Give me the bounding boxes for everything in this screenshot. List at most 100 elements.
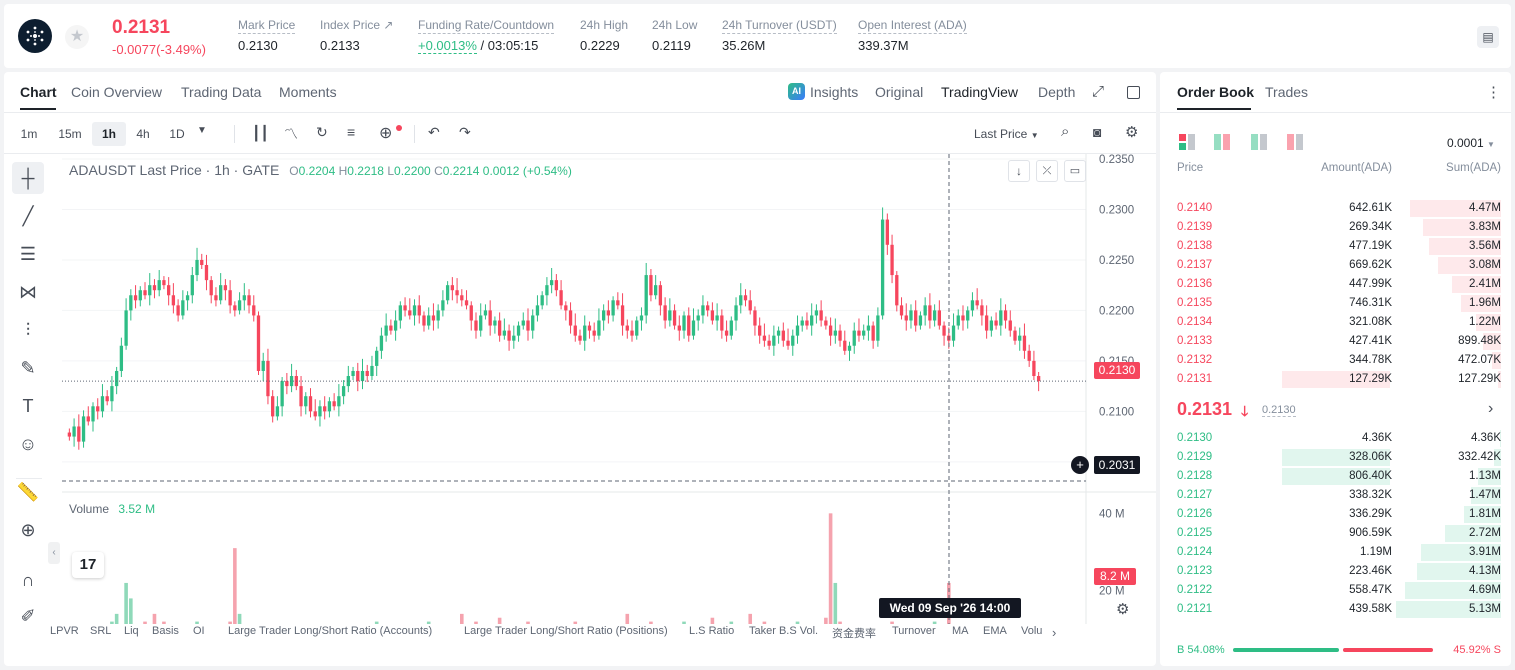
add-alert-icon[interactable]: ⊕ bbox=[379, 125, 393, 142]
view-insights[interactable]: Insights bbox=[810, 84, 859, 100]
trendline-tool-icon[interactable]: ╱ bbox=[22, 205, 34, 226]
magnet-tool-icon[interactable]: ∩ bbox=[21, 569, 35, 590]
indicator-lt-positions[interactable]: Large Trader Long/Short Ratio (Positions… bbox=[464, 625, 668, 637]
layout-both-icon[interactable] bbox=[1179, 134, 1195, 150]
bid-row[interactable]: 0.2125 906.59K 2.72M bbox=[1160, 524, 1511, 543]
timeframe-1h[interactable]: 1h bbox=[92, 122, 126, 146]
buy-label: B bbox=[1177, 644, 1185, 656]
ask-row[interactable]: 0.2137 669.62K 3.08M bbox=[1160, 256, 1511, 275]
collapse-icon[interactable]: ⤫ bbox=[1036, 160, 1058, 182]
window-icon[interactable] bbox=[1127, 86, 1140, 99]
bid-row[interactable]: 0.2126 336.29K 1.81M bbox=[1160, 505, 1511, 524]
indicator-taker-vol[interactable]: Taker B.S Vol. bbox=[749, 625, 819, 637]
timeframe-1m[interactable]: 1m bbox=[20, 127, 38, 141]
candle-body bbox=[568, 310, 573, 326]
tab-coin-overview[interactable]: Coin Overview bbox=[71, 84, 163, 100]
crosshair-tool-icon[interactable]: ┼ bbox=[12, 162, 44, 194]
indicator-basis[interactable]: Basis bbox=[152, 625, 179, 637]
tab-chart[interactable]: Chart bbox=[20, 84, 57, 100]
bid-row[interactable]: 0.2122 558.47K 4.69M bbox=[1160, 581, 1511, 600]
crosshair-add-icon[interactable]: + bbox=[1071, 456, 1089, 474]
chevron-right-icon[interactable]: › bbox=[1052, 625, 1057, 640]
ask-row[interactable]: 0.2136 447.99K 2.41M bbox=[1160, 275, 1511, 294]
candle-body bbox=[838, 330, 842, 341]
ruler-tool-icon[interactable]: 📏 bbox=[16, 481, 40, 502]
more-icon[interactable]: ⋮ bbox=[1486, 84, 1501, 101]
timeframe-15m[interactable]: 15m bbox=[58, 127, 82, 141]
pencil-lock-icon[interactable]: ✐ bbox=[20, 605, 36, 626]
indicator-turnover[interactable]: Turnover bbox=[892, 625, 936, 637]
gear-icon[interactable]: ⚙ bbox=[1125, 124, 1139, 141]
ask-row[interactable]: 0.2135 746.31K 1.96M bbox=[1160, 294, 1511, 313]
zoom-tool-icon[interactable]: ⊕ bbox=[20, 519, 36, 540]
ob-tabs-divider bbox=[1160, 112, 1511, 113]
ask-row[interactable]: 0.2134 321.08K 1.22M bbox=[1160, 313, 1511, 332]
timeframe-4h[interactable]: 4h bbox=[136, 127, 150, 141]
indicators-icon[interactable]: 〽 bbox=[284, 126, 298, 142]
indicator-funding-rate[interactable]: 资金费率 bbox=[832, 628, 876, 640]
ask-row[interactable]: 0.2139 269.34K 3.83M bbox=[1160, 218, 1511, 237]
tab-order-book[interactable]: Order Book bbox=[1177, 84, 1255, 100]
ask-row[interactable]: 0.2133 427.41K 899.48K bbox=[1160, 332, 1511, 351]
favorite-star-icon[interactable]: ★ bbox=[65, 25, 89, 49]
indicator-ema[interactable]: EMA bbox=[983, 625, 1007, 637]
timeframe-1d[interactable]: 1D bbox=[169, 127, 185, 141]
candle-body bbox=[559, 290, 563, 306]
tab-trading-data[interactable]: Trading Data bbox=[181, 84, 262, 100]
bid-row[interactable]: 0.2123 223.46K 4.13M bbox=[1160, 562, 1511, 581]
collapse-toolbar-icon[interactable]: ‹ bbox=[48, 542, 60, 564]
scroll-down-icon[interactable]: ↓ bbox=[1008, 160, 1030, 182]
expand-icon[interactable]: ⤢ bbox=[1092, 83, 1105, 100]
maximize-pane-icon[interactable]: ▭ bbox=[1064, 160, 1086, 182]
layout-bids-icon[interactable] bbox=[1251, 134, 1267, 150]
fib-tool-icon[interactable]: ⫶ bbox=[25, 319, 31, 340]
templates-icon[interactable]: ≡ bbox=[347, 124, 356, 140]
camera-icon[interactable]: ◙ bbox=[1093, 124, 1102, 140]
ask-row[interactable]: 0.2140 642.61K 4.47M bbox=[1160, 199, 1511, 218]
ask-row[interactable]: 0.2131 127.29K 127.29K bbox=[1160, 370, 1511, 389]
bid-row[interactable]: 0.2121 439.58K 5.13M bbox=[1160, 600, 1511, 619]
indicator-ma[interactable]: MA bbox=[952, 625, 969, 637]
view-original[interactable]: Original bbox=[875, 84, 924, 100]
price-chart[interactable]: 0.23500.23000.22500.22000.21500.21000.20… bbox=[4, 154, 1156, 624]
candle-body bbox=[356, 370, 360, 382]
chart-settings-icon[interactable]: ⚙ bbox=[1116, 601, 1130, 618]
emoji-tool-icon[interactable]: ☺ bbox=[18, 433, 38, 454]
bid-row[interactable]: 0.2129 328.06K 332.42K bbox=[1160, 448, 1511, 467]
layout-split-icon[interactable] bbox=[1214, 134, 1230, 150]
ask-row[interactable]: 0.2138 477.19K 3.56M bbox=[1160, 237, 1511, 256]
bid-row[interactable]: 0.2128 806.40K 1.13M bbox=[1160, 467, 1511, 486]
precision-select[interactable]: 0.0001 ▼ bbox=[1447, 136, 1495, 150]
indicator-liq[interactable]: Liq bbox=[124, 625, 139, 637]
indicator-lpvr[interactable]: LPVR bbox=[50, 625, 79, 637]
ask-row[interactable]: 0.2132 344.78K 472.07K bbox=[1160, 351, 1511, 370]
price-type-select[interactable]: Last Price ▼ bbox=[974, 127, 1039, 141]
indicator-volume[interactable]: Volu bbox=[1021, 625, 1043, 637]
indicator-srl[interactable]: SRL bbox=[90, 625, 112, 637]
timeframe-dropdown-icon[interactable]: ▼ bbox=[197, 125, 207, 136]
tab-moments[interactable]: Moments bbox=[279, 84, 337, 100]
indicator-oi[interactable]: OI bbox=[193, 625, 205, 637]
text-tool-icon[interactable]: T bbox=[22, 395, 34, 416]
layout-asks-icon[interactable] bbox=[1287, 134, 1303, 150]
indicator-ls-ratio[interactable]: L.S Ratio bbox=[689, 625, 735, 637]
undo-icon[interactable]: ↶ bbox=[428, 124, 440, 140]
search-icon[interactable]: ⌕ bbox=[1061, 123, 1070, 140]
redo-icon[interactable]: ↷ bbox=[459, 124, 471, 140]
replay-icon[interactable]: ↻ bbox=[316, 124, 328, 140]
candle-type-icon[interactable]: ┃┃ bbox=[252, 125, 269, 141]
tab-trades[interactable]: Trades bbox=[1265, 84, 1309, 100]
pattern-tool-icon[interactable]: ⋈ bbox=[19, 281, 37, 302]
stat-index-price[interactable]: Index Price ↗ 0.2133 bbox=[320, 18, 393, 53]
chevron-right-icon[interactable]: › bbox=[1488, 400, 1494, 417]
book-icon[interactable]: ▤ bbox=[1477, 26, 1499, 48]
candle-body bbox=[271, 396, 275, 417]
channel-tool-icon[interactable]: ☰ bbox=[19, 243, 37, 264]
view-depth[interactable]: Depth bbox=[1038, 84, 1076, 100]
bid-row[interactable]: 0.2127 338.32K 1.47M bbox=[1160, 486, 1511, 505]
indicator-lt-accounts[interactable]: Large Trader Long/Short Ratio (Accounts) bbox=[228, 625, 433, 637]
bid-row[interactable]: 0.2124 1.19M 3.91M bbox=[1160, 543, 1511, 562]
view-tradingview[interactable]: TradingView bbox=[941, 84, 1019, 100]
brush-tool-icon[interactable]: ✎ bbox=[20, 357, 36, 378]
bid-row[interactable]: 0.2130 4.36K 4.36K bbox=[1160, 429, 1511, 448]
